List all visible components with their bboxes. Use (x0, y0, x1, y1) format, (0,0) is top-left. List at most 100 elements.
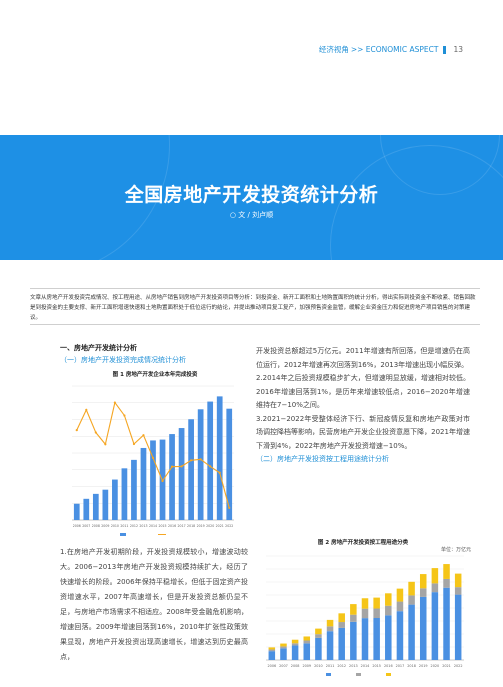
stacked-bar-segment (431, 568, 439, 584)
stacked-bar-segment (338, 613, 345, 623)
growth-rate-point (75, 428, 78, 432)
stacked-bar-segment (373, 618, 380, 660)
bar (83, 498, 90, 520)
bar (197, 409, 204, 520)
stacked-bar-segment (408, 595, 415, 605)
stacked-bar-segment (350, 614, 357, 622)
stacked-bar-segment (419, 596, 427, 660)
x-tick-label: 2020 (206, 524, 214, 528)
stacked-bar-segment (443, 578, 450, 588)
x-tick-label: 2009 (101, 524, 109, 528)
growth-rate-point (104, 443, 107, 446)
stacked-bar-segment (408, 604, 415, 660)
x-tick-label: 2021 (442, 664, 451, 668)
x-tick-label: 2017 (178, 524, 186, 528)
growth-rate-point (209, 465, 212, 468)
stacked-bar-segment (361, 618, 369, 660)
abstract-top-rule (30, 288, 480, 289)
x-tick-label: 2010 (111, 524, 119, 528)
x-tick-label: 2007 (279, 664, 288, 668)
bar (207, 401, 214, 520)
bar (188, 419, 194, 520)
stacked-bar-segment (268, 651, 276, 660)
right-paragraph-3: 3.2021−2022年受整体经济下行、新冠疫情反复和房地产政策对市场调控降档等… (256, 414, 470, 450)
figure-2-title: 图 2 房地产开发投资按工程用途分类 (317, 540, 409, 546)
legend-swatch-bars (120, 533, 126, 536)
x-tick-label: 2014 (361, 664, 370, 668)
abstract: 文章从房地产开发投资完成情况、按工程用途、从房地产销售到房地产开发投资项目等分析… (30, 295, 476, 321)
stacked-bar-segment (373, 597, 380, 609)
bar (73, 503, 80, 520)
stacked-bar-segment (361, 598, 369, 609)
x-tick-label: 2016 (168, 524, 176, 528)
stacked-bar-segment (315, 628, 322, 635)
stacked-bar-segment (408, 581, 415, 596)
figure-1-title: 图 1 房地产开发企业本年完成投资 (112, 372, 198, 378)
stacked-bar-segment (280, 643, 287, 647)
article-author: ○ 文 / 刘卢顺 (229, 211, 274, 219)
stacked-bar-segment (454, 573, 462, 588)
stacked-bar-segment (303, 640, 311, 644)
stacked-bar-segment (385, 615, 392, 660)
title-banner: 全国房地产开发投资统计分析 ○ 文 / 刘卢顺 (0, 135, 503, 260)
growth-rate-point (94, 431, 97, 434)
stacked-bar-segment (315, 634, 322, 638)
stacked-bar-segment (443, 587, 450, 660)
legend-swatch (386, 673, 391, 676)
legend-swatch (356, 673, 361, 676)
x-tick-label: 2019 (419, 664, 428, 668)
right-column-text: 开发投资总额超过5万亿元。2011年增速有所回落，但是增速仍在高位运行，2012… (256, 345, 470, 467)
article-title: 全国房地产开发投资统计分析 (124, 184, 379, 206)
stacked-bar-segment (338, 622, 345, 628)
x-tick-label: 2006 (73, 524, 81, 528)
stacked-bar-segment (268, 647, 276, 650)
stacked-bar-segment (361, 608, 369, 619)
stacked-bar-segment (419, 588, 427, 597)
stacked-bar-segment (291, 643, 299, 646)
bar (226, 408, 233, 520)
stacked-bar-segment (385, 593, 392, 606)
stacked-bar-segment (338, 627, 345, 660)
stacked-bar-segment (326, 631, 334, 660)
magazine-name: 经济视角 (318, 45, 349, 54)
bar (112, 479, 118, 520)
section-2-subheading: （二）房地产开发投资按工程用途统计分析 (256, 455, 389, 463)
growth-rate-point (123, 414, 126, 417)
bar (178, 428, 185, 520)
section-1-subheading: （一）房地产开发投资完成情况统计分析 (60, 356, 186, 364)
page-number: 13 (453, 45, 463, 54)
growth-rate-point (142, 434, 145, 437)
bar (121, 468, 128, 520)
x-tick-label: 2006 (268, 664, 277, 668)
growth-rate-point (85, 408, 88, 411)
x-tick-label: 2011 (120, 524, 128, 528)
x-tick-label: 2011 (326, 664, 335, 668)
stacked-bar-segment (431, 583, 439, 593)
growth-rate-point (151, 456, 155, 459)
bar (140, 447, 147, 520)
bar (131, 459, 137, 520)
bar (102, 489, 109, 520)
x-tick-label: 2018 (407, 664, 416, 668)
stacked-bar-segment (303, 636, 311, 641)
growth-rate-point (180, 465, 183, 468)
stacked-bar-segment (454, 587, 462, 595)
bar (216, 396, 223, 520)
bar (150, 440, 156, 520)
x-tick-label: 2010 (314, 664, 323, 668)
growth-rate-point (170, 465, 174, 468)
stacked-bar-segment (385, 605, 392, 616)
abstract-bottom-rule (30, 324, 480, 325)
stacked-bar-segment (291, 639, 299, 644)
x-tick-label: 2007 (82, 524, 90, 528)
stacked-bar-segment (326, 626, 334, 632)
stacked-bar-segment (373, 608, 380, 619)
stacked-bar-segment (454, 594, 462, 660)
x-tick-label: 2017 (396, 664, 405, 668)
running-header: 经济视角 >> ECONOMIC ASPECT 13 (319, 44, 463, 55)
stacked-bar-segment (315, 637, 322, 660)
x-tick-label: 2015 (158, 524, 166, 528)
figure-2-unit: 单位：万亿元 (440, 547, 471, 553)
stacked-bar-segment (303, 643, 311, 660)
x-tick-label: 2008 (92, 524, 100, 528)
